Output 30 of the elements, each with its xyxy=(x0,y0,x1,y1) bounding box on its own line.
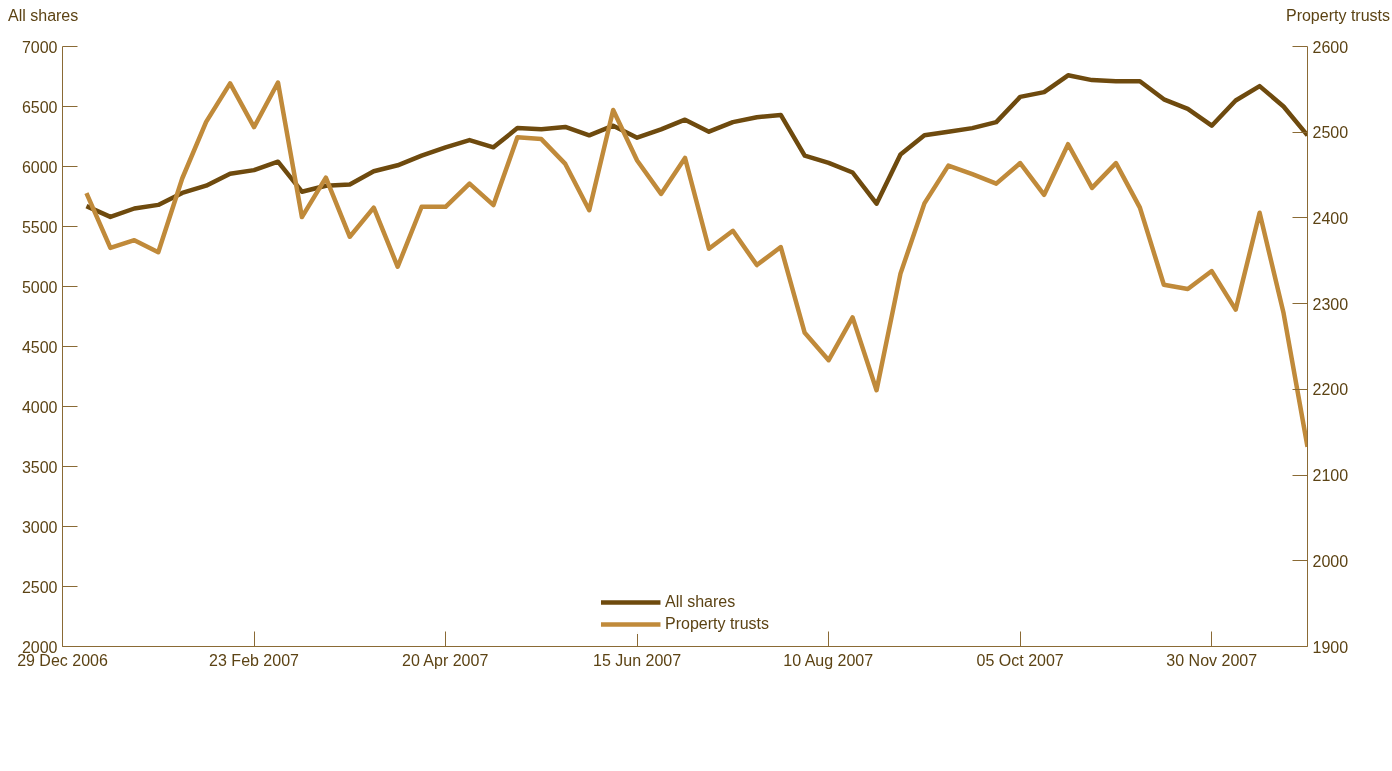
y-tick-label: 3000 xyxy=(21,518,58,536)
y2-tick-label: 2400 xyxy=(1312,209,1349,227)
x-tick-label: 30 Nov 2007 xyxy=(1166,651,1258,669)
y-tick-label: 6500 xyxy=(21,98,58,116)
y2-tick-label: 2200 xyxy=(1312,381,1349,399)
y-tick-label: 5000 xyxy=(21,278,58,296)
y-tick-label: 6000 xyxy=(21,158,58,176)
x-tick-label: 20 Apr 2007 xyxy=(401,651,489,669)
y-tick-label: 2500 xyxy=(21,578,58,596)
y-tick-label: 4500 xyxy=(21,338,58,356)
x-tick-label: 05 Oct 2007 xyxy=(976,651,1064,669)
y-tick-label: 7000 xyxy=(21,38,58,56)
y2-tick-label: 2500 xyxy=(1312,124,1349,142)
y2-axis-title: Property trusts xyxy=(1285,6,1390,26)
x-tick-label: 23 Feb 2007 xyxy=(209,651,300,669)
y-tick-label: 5500 xyxy=(21,218,58,236)
line-series xyxy=(84,80,1308,450)
legend-label: Property trusts xyxy=(664,615,770,633)
x-tick-label: 10 Aug 2007 xyxy=(783,651,874,669)
x-tick-label: 15 Jun 2007 xyxy=(593,651,682,669)
legend-label: All shares xyxy=(664,593,736,611)
y2-tick-label: 2300 xyxy=(1312,295,1349,313)
y2-tick-label: 2000 xyxy=(1312,552,1349,570)
y2-tick-label: 2100 xyxy=(1312,467,1349,485)
y-tick-label: 3500 xyxy=(21,458,58,476)
y-tick-label: 4000 xyxy=(21,398,58,416)
line-series xyxy=(84,73,1308,220)
y2-tick-label: 2600 xyxy=(1312,38,1349,56)
y-axis-title: All shares xyxy=(8,6,79,26)
y2-tick-label: 1900 xyxy=(1312,638,1349,656)
